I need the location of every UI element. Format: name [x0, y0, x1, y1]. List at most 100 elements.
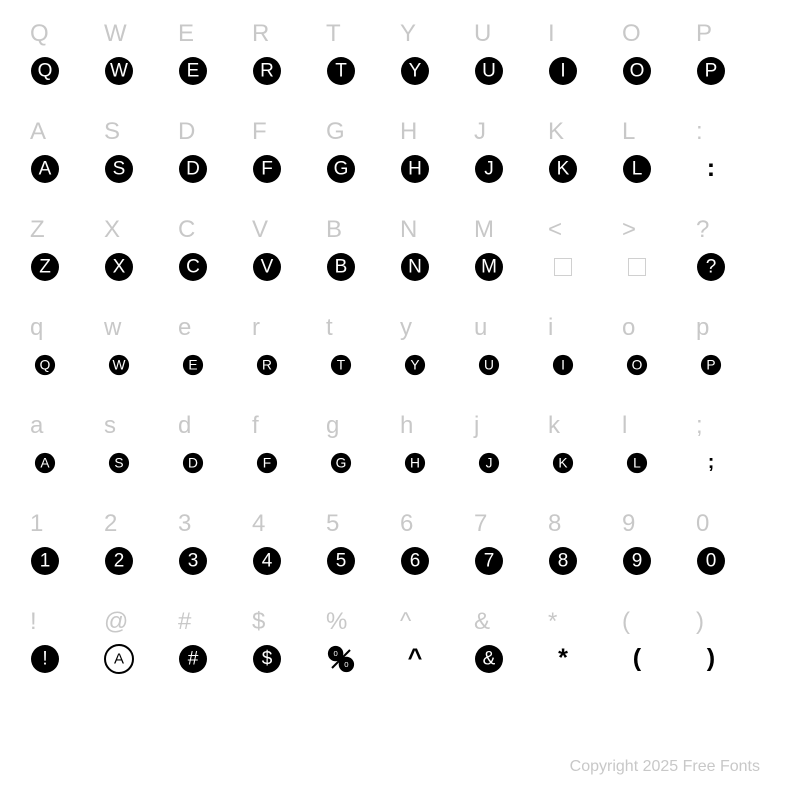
char-row: ! ! @ A # # $ $ % 0 0 ^^& & **(()) — [30, 608, 770, 702]
char-cell: < — [548, 216, 622, 310]
char-cell: @ A — [104, 608, 178, 702]
char-cell: 2 2 — [104, 510, 178, 604]
glyph: U — [474, 350, 504, 380]
char-cell: I I — [548, 20, 622, 114]
glyph: 8 — [548, 546, 578, 576]
char-cell: V V — [252, 216, 326, 310]
char-cell: G G — [326, 118, 400, 212]
svg-text:0: 0 — [344, 660, 348, 669]
char-label: 9 — [622, 510, 635, 538]
char-cell: % 0 0 — [326, 608, 400, 702]
char-label: V — [252, 216, 268, 244]
svg-text:A: A — [39, 159, 52, 180]
char-label: g — [326, 412, 339, 440]
char-label: u — [474, 314, 487, 342]
svg-text:Q: Q — [40, 358, 51, 373]
svg-text:J: J — [486, 456, 493, 471]
glyph: A — [30, 448, 60, 478]
glyph: I — [548, 56, 578, 86]
char-cell: 6 6 — [400, 510, 474, 604]
plain-glyph: ( — [633, 646, 641, 671]
glyph: ; — [696, 448, 726, 478]
char-label: % — [326, 608, 347, 636]
char-label: N — [400, 216, 417, 244]
char-cell: ^^ — [400, 608, 474, 702]
char-cell: t T — [326, 314, 400, 408]
char-label: < — [548, 216, 562, 244]
char-cell: 4 4 — [252, 510, 326, 604]
char-cell: q Q — [30, 314, 104, 408]
glyph: M — [474, 252, 504, 282]
glyph: G — [326, 154, 356, 184]
svg-text:8: 8 — [558, 551, 569, 572]
glyph: T — [326, 350, 356, 380]
char-cell: Y Y — [400, 20, 474, 114]
svg-text:4: 4 — [262, 551, 273, 572]
svg-text:#: # — [188, 649, 199, 670]
char-label: 7 — [474, 510, 487, 538]
glyph: R — [252, 56, 282, 86]
glyph: I — [548, 350, 578, 380]
missing-glyph-box — [554, 258, 572, 276]
char-label: : — [696, 118, 703, 146]
char-label: y — [400, 314, 412, 342]
char-row: 1 1 2 2 3 3 4 4 5 5 6 6 7 7 8 8 9 9 0 0 — [30, 510, 770, 604]
glyph: * — [548, 644, 578, 674]
char-label: F — [252, 118, 267, 146]
svg-text:O: O — [630, 61, 645, 82]
char-cell: Z Z — [30, 216, 104, 310]
glyph: ( — [622, 644, 652, 674]
svg-text:R: R — [260, 61, 274, 82]
svg-text:0: 0 — [706, 551, 717, 572]
char-cell: )) — [696, 608, 770, 702]
char-cell: ** — [548, 608, 622, 702]
char-label: k — [548, 412, 560, 440]
svg-text:J: J — [484, 159, 494, 180]
plain-glyph: * — [558, 646, 568, 671]
glyph: ^ — [400, 644, 430, 674]
glyph: Y — [400, 350, 430, 380]
svg-text:S: S — [113, 159, 126, 180]
char-cell: F F — [252, 118, 326, 212]
svg-text:W: W — [113, 358, 126, 373]
svg-text:Z: Z — [39, 257, 51, 278]
char-label: w — [104, 314, 121, 342]
glyph: D — [178, 448, 208, 478]
svg-text:T: T — [337, 358, 346, 373]
char-row: A A S S D D F F G G H H J J K K L L :: — [30, 118, 770, 212]
char-label: Y — [400, 20, 416, 48]
char-cell: a A — [30, 412, 104, 506]
char-cell: ! ! — [30, 608, 104, 702]
glyph: E — [178, 56, 208, 86]
svg-text:Y: Y — [410, 358, 419, 373]
char-label: W — [104, 20, 127, 48]
char-cell: 7 7 — [474, 510, 548, 604]
char-label: Q — [30, 20, 49, 48]
svg-text:L: L — [632, 159, 643, 180]
char-cell: C C — [178, 216, 252, 310]
char-cell: w W — [104, 314, 178, 408]
glyph: Z — [30, 252, 60, 282]
glyph: ) — [696, 644, 726, 674]
svg-text:K: K — [557, 159, 570, 180]
svg-text:U: U — [482, 61, 496, 82]
glyph: B — [326, 252, 356, 282]
character-map-grid: Q Q W W E E R R T T Y Y U U I I O O P P … — [30, 20, 770, 706]
plain-glyph: ^ — [408, 646, 423, 671]
char-cell: r R — [252, 314, 326, 408]
char-label: 0 — [696, 510, 709, 538]
plain-glyph: ; — [708, 453, 715, 473]
svg-text:5: 5 — [336, 551, 347, 572]
char-cell: 1 1 — [30, 510, 104, 604]
glyph: S — [104, 154, 134, 184]
glyph: J — [474, 154, 504, 184]
glyph: ? — [696, 252, 726, 282]
glyph: 0 — [696, 546, 726, 576]
svg-text:G: G — [334, 159, 349, 180]
glyph: V — [252, 252, 282, 282]
glyph: N — [400, 252, 430, 282]
char-label: # — [178, 608, 191, 636]
svg-text:B: B — [335, 257, 348, 278]
glyph — [548, 252, 578, 282]
char-cell: 0 0 — [696, 510, 770, 604]
